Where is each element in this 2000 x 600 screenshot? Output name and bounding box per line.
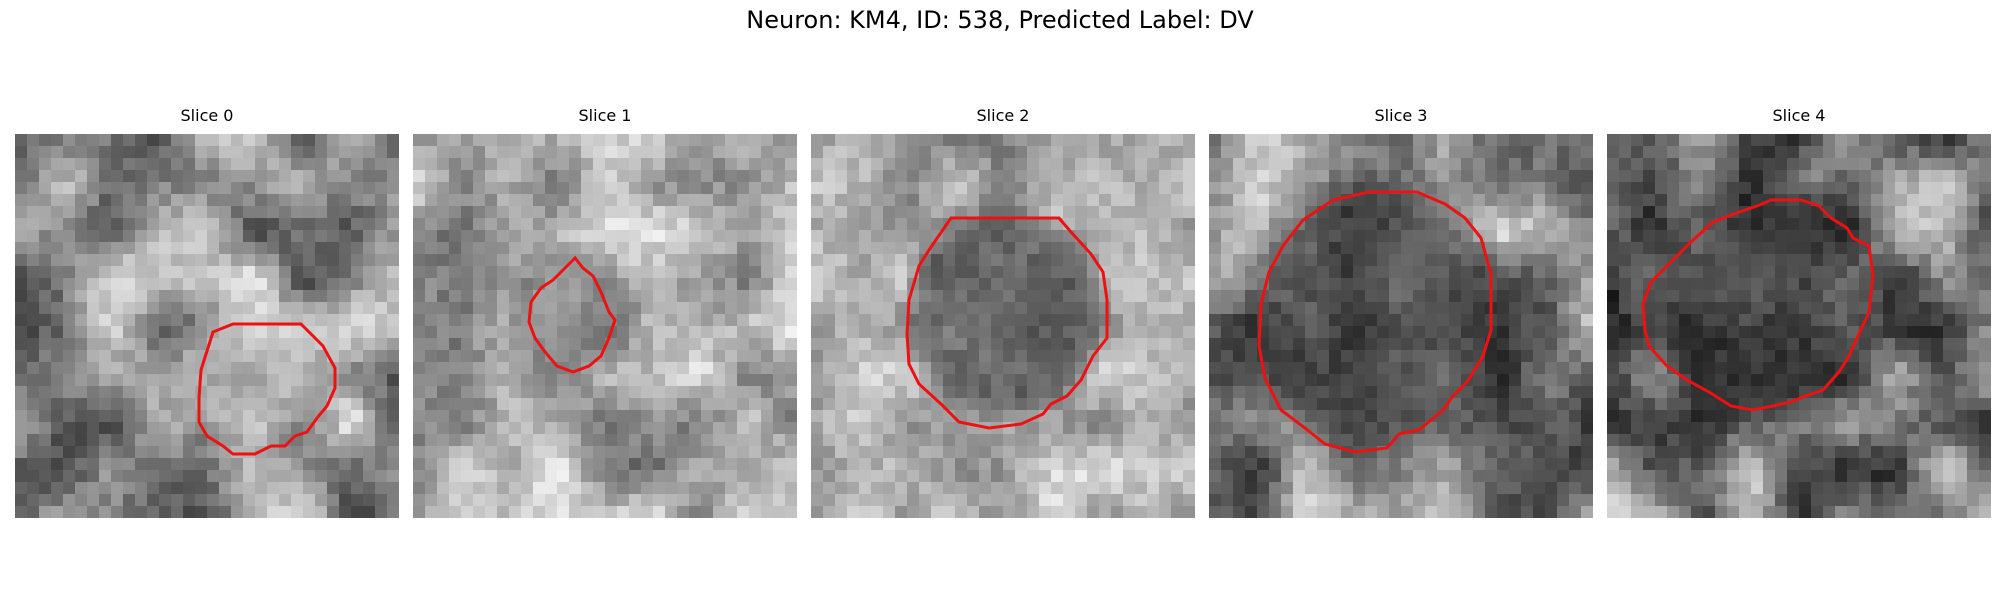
roi-contour-0 bbox=[197, 322, 337, 456]
slice-image-3 bbox=[1209, 134, 1593, 518]
slice-panel-0: Slice 0 bbox=[15, 106, 399, 518]
slice-panel-2: Slice 2 bbox=[811, 106, 1195, 518]
slice-pixels-2 bbox=[811, 134, 1195, 518]
slice-title-1: Slice 1 bbox=[578, 106, 632, 125]
slice-pixels-4 bbox=[1607, 134, 1991, 518]
slice-image-4 bbox=[1607, 134, 1991, 518]
roi-contour-2 bbox=[905, 216, 1109, 430]
slice-pixels-1 bbox=[413, 134, 797, 518]
slice-title-2: Slice 2 bbox=[976, 106, 1030, 125]
slice-panel-1: Slice 1 bbox=[413, 106, 797, 518]
roi-contour-4 bbox=[1641, 198, 1875, 412]
slice-image-0 bbox=[15, 134, 399, 518]
slice-pixels-3 bbox=[1209, 134, 1593, 518]
roi-contour-1 bbox=[527, 255, 617, 374]
roi-contour-3 bbox=[1257, 190, 1493, 454]
slice-image-1 bbox=[413, 134, 797, 518]
slice-image-2 bbox=[811, 134, 1195, 518]
slice-title-4: Slice 4 bbox=[1772, 106, 1826, 125]
slice-title-0: Slice 0 bbox=[180, 106, 234, 125]
slice-pixels-0 bbox=[15, 134, 399, 518]
slice-panel-3: Slice 3 bbox=[1209, 106, 1593, 518]
figure-title: Neuron: KM4, ID: 538, Predicted Label: D… bbox=[746, 6, 1254, 34]
slice-panel-4: Slice 4 bbox=[1607, 106, 1991, 518]
slice-title-3: Slice 3 bbox=[1374, 106, 1428, 125]
